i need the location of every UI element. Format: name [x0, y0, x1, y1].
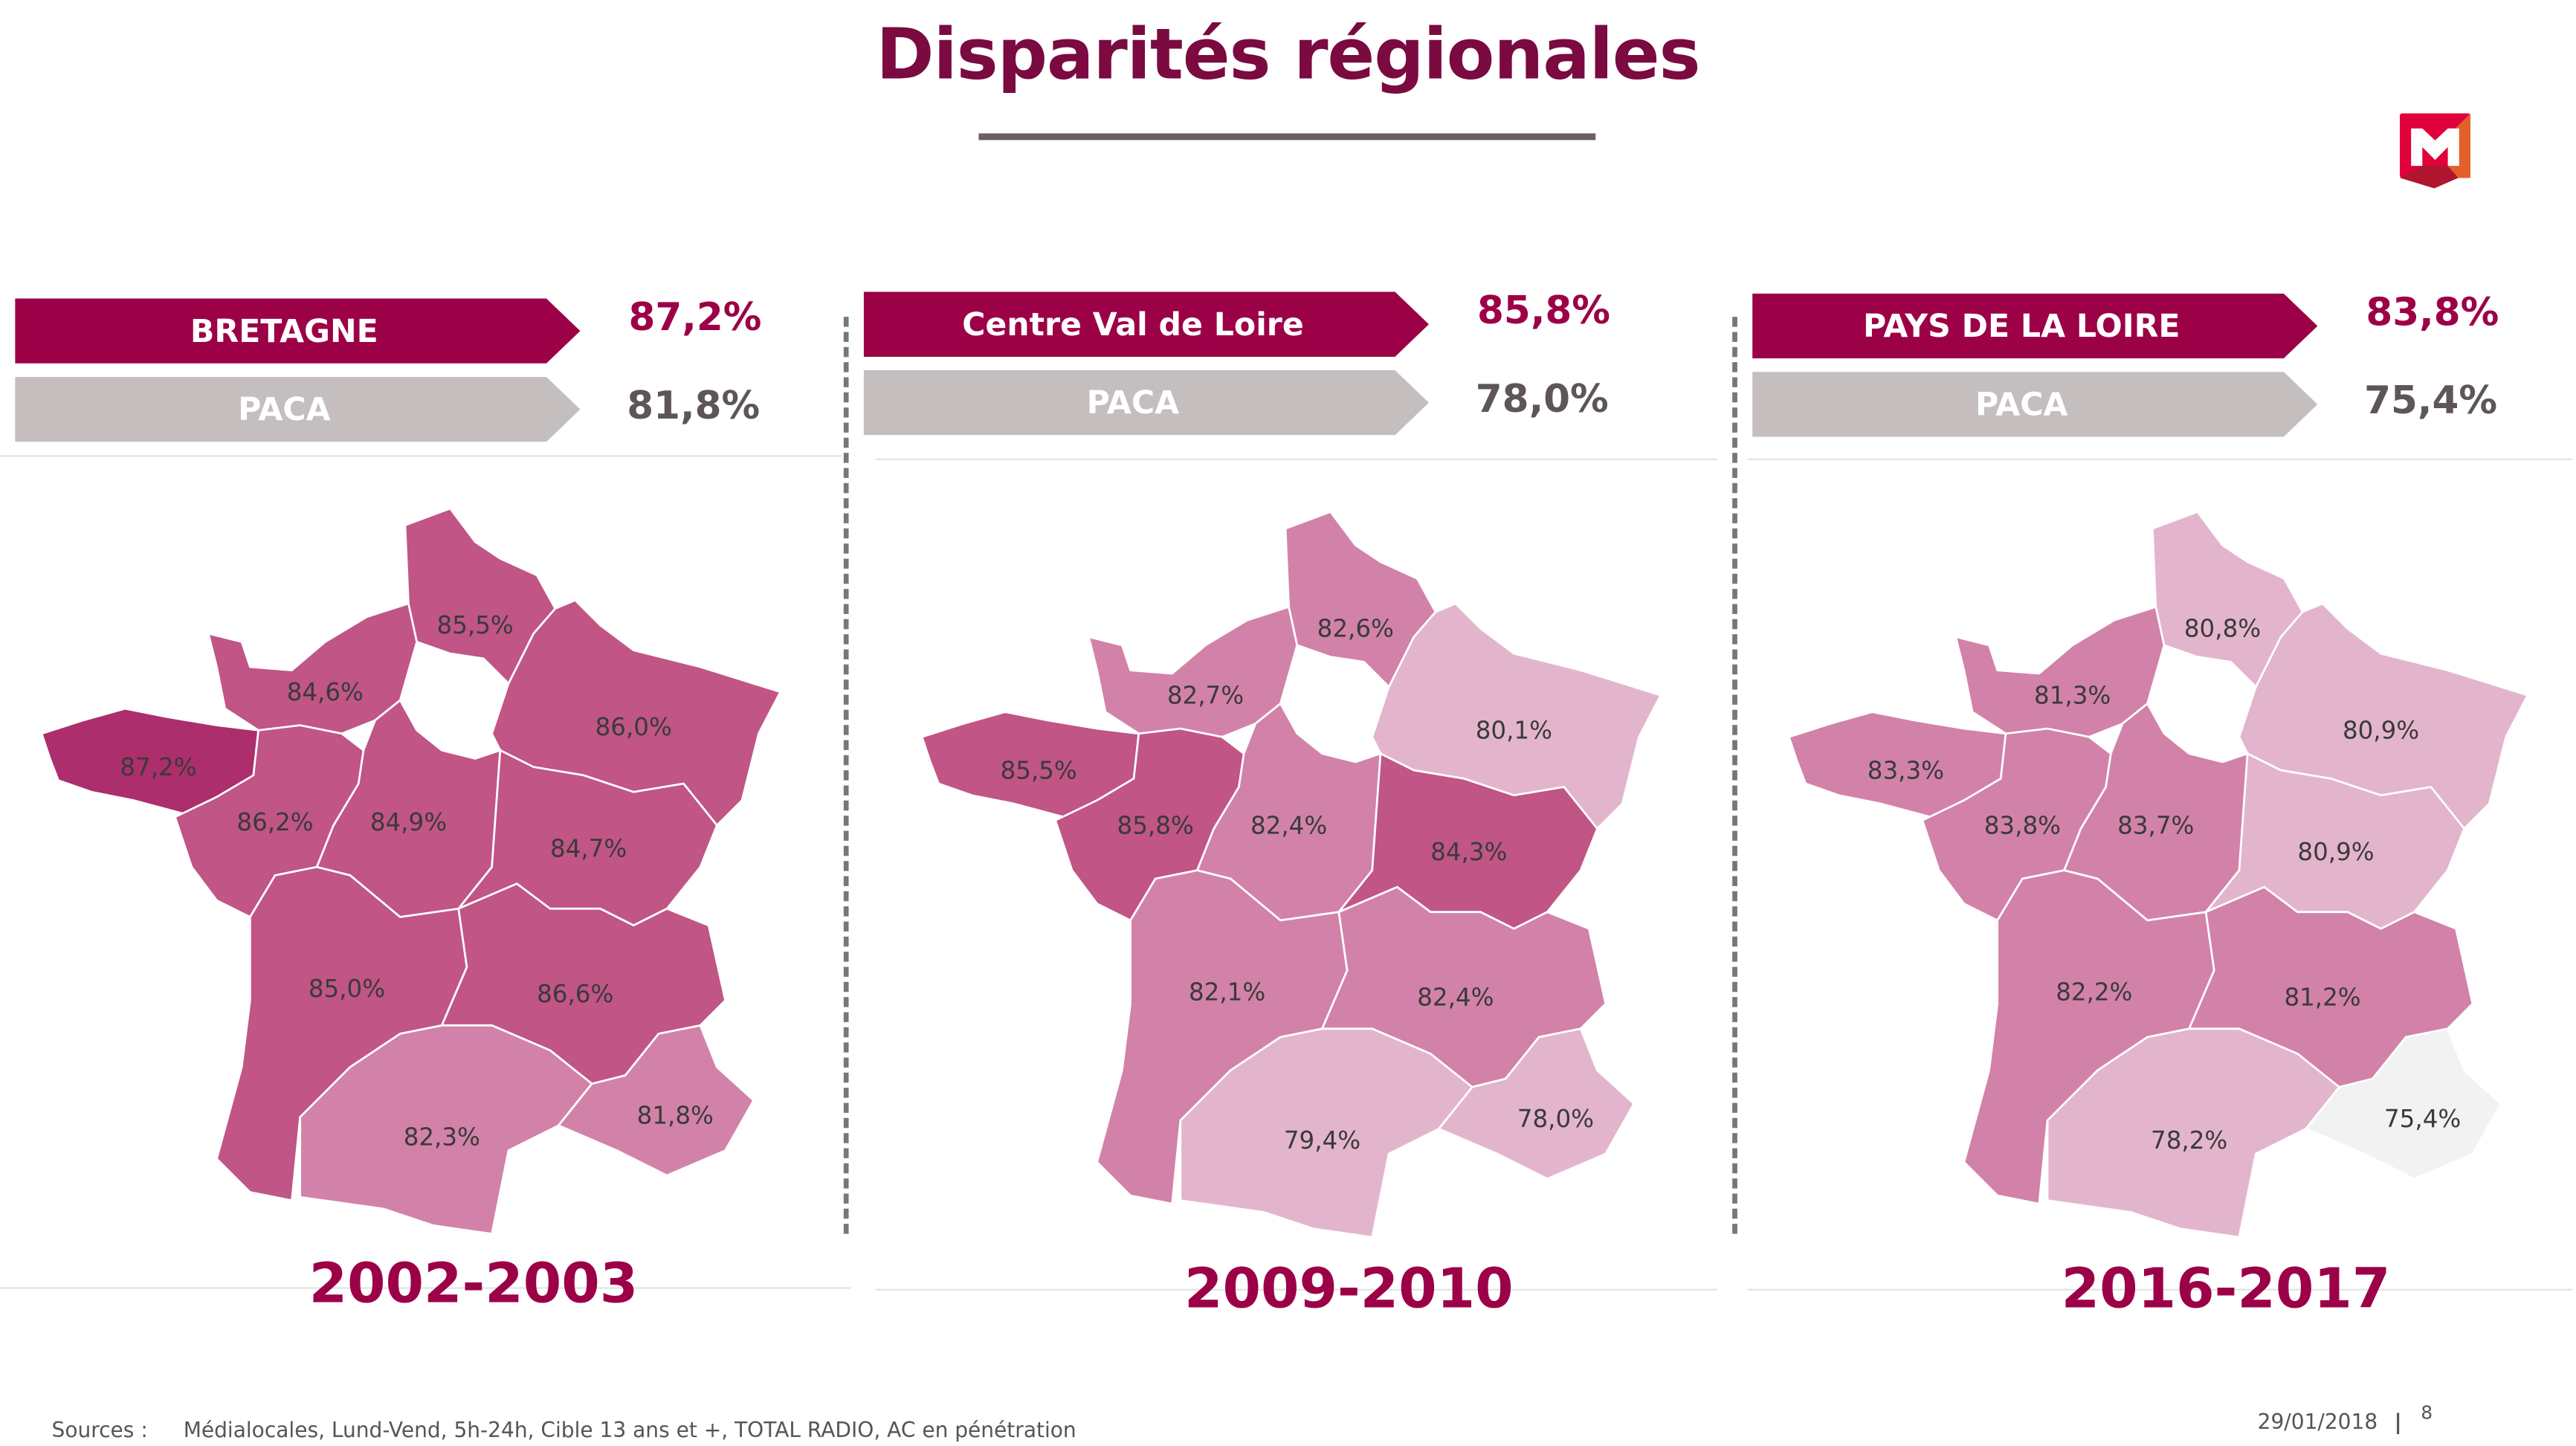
region-value-normandie: 84,6%: [287, 678, 364, 706]
title-underline: [978, 133, 1596, 141]
region-value-nouvelle-aquitaine: 82,2%: [2056, 978, 2132, 1007]
region-pays-de-la-loire: [173, 724, 365, 919]
page-title: Disparités régionales: [876, 13, 1700, 95]
region-value-hauts-de-france: 80,8%: [2184, 615, 2261, 643]
region-value-normandie: 82,7%: [1167, 681, 1244, 709]
region-value-auvergne-rhone-alpes: 81,2%: [2284, 983, 2360, 1011]
region-value-pays-de-la-loire: 85,8%: [1117, 811, 1194, 839]
date: 29/01/2018: [2257, 1409, 2378, 1434]
paca-banner-1: PACA: [15, 376, 581, 442]
divider: [1747, 458, 2573, 460]
region-value-grand-est: 80,1%: [1476, 717, 1552, 745]
region-value-bourgogne-franche-comte: 80,9%: [2297, 838, 2374, 866]
region-value-bretagne: 87,2%: [120, 753, 196, 781]
page-number: 8: [2421, 1402, 2433, 1424]
paca-banner-3: PACA: [1752, 372, 2318, 437]
region-value-paca: 81,8%: [637, 1102, 714, 1130]
paca-banner-2: PACA: [863, 369, 1429, 436]
panel-separator: [1732, 317, 1737, 1234]
region-pays-de-la-loire: [1921, 727, 2112, 922]
top-region-value-1: 87,2%: [628, 297, 762, 340]
region-pays-de-la-loire: [1053, 727, 1245, 922]
region-value-grand-est: 86,0%: [595, 713, 672, 741]
region-value-bourgogne-franche-comte: 84,3%: [1430, 838, 1507, 866]
m-logo: [2400, 113, 2470, 189]
region-value-normandie: 81,3%: [2034, 681, 2111, 709]
period-label-1: 2002-2003: [309, 1250, 639, 1316]
paca-value-1: 81,8%: [627, 385, 761, 429]
region-paca: [2304, 1027, 2502, 1181]
region-value-occitanie: 79,4%: [1284, 1126, 1360, 1155]
divider: [0, 1287, 850, 1289]
top-region-value-2: 85,8%: [1477, 290, 1610, 334]
divider: [875, 458, 1717, 460]
sources-text: Médialocales, Lund-Vend, 5h-24h, Cible 1…: [183, 1417, 1076, 1442]
region-value-paca: 78,0%: [1517, 1105, 1594, 1133]
region-value-grand-est: 80,9%: [2343, 717, 2419, 745]
panel-separator: [843, 317, 849, 1234]
region-value-nouvelle-aquitaine: 85,0%: [309, 975, 385, 1003]
region-value-auvergne-rhone-alpes: 82,4%: [1417, 983, 1494, 1011]
region-value-occitanie: 78,2%: [2151, 1126, 2227, 1155]
region-value-pays-de-la-loire: 86,2%: [236, 808, 313, 836]
divider: [875, 1288, 1717, 1291]
region-paca: [1437, 1027, 1636, 1181]
period-label-2: 2009-2010: [1184, 1255, 1514, 1321]
region-value-centre-val-de-loire: 82,4%: [1250, 811, 1327, 839]
region-value-paca: 75,4%: [2384, 1105, 2461, 1133]
region-paca: [557, 1024, 755, 1177]
region-value-occitanie: 82,3%: [404, 1123, 480, 1152]
divider: [1747, 1288, 2573, 1291]
paca-value-2: 78,0%: [1475, 378, 1609, 422]
region-value-pays-de-la-loire: 83,8%: [1984, 811, 2061, 839]
top-region-banner-3: PAYS DE LA LOIRE: [1752, 293, 2318, 359]
region-value-hauts-de-france: 85,5%: [437, 611, 514, 639]
divider: [0, 455, 842, 457]
separator: |: [2394, 1409, 2402, 1434]
region-value-centre-val-de-loire: 83,7%: [2117, 811, 2194, 839]
sources-label: Sources :: [51, 1417, 148, 1442]
paca-value-3: 75,4%: [2364, 380, 2498, 424]
period-label-3: 2016-2017: [2061, 1255, 2391, 1321]
top-region-banner-1: BRETAGNE: [15, 298, 581, 364]
region-value-nouvelle-aquitaine: 82,1%: [1189, 978, 1265, 1007]
region-value-bourgogne-franche-comte: 84,7%: [550, 835, 627, 863]
top-region-banner-2: Centre Val de Loire: [863, 291, 1429, 357]
top-region-value-3: 83,8%: [2366, 291, 2499, 335]
region-value-centre-val-de-loire: 84,9%: [370, 808, 447, 836]
region-value-bretagne: 83,3%: [1868, 756, 1944, 784]
region-value-hauts-de-france: 82,6%: [1317, 615, 1394, 643]
region-value-bretagne: 85,5%: [1001, 756, 1077, 784]
region-value-auvergne-rhone-alpes: 86,6%: [537, 980, 613, 1008]
